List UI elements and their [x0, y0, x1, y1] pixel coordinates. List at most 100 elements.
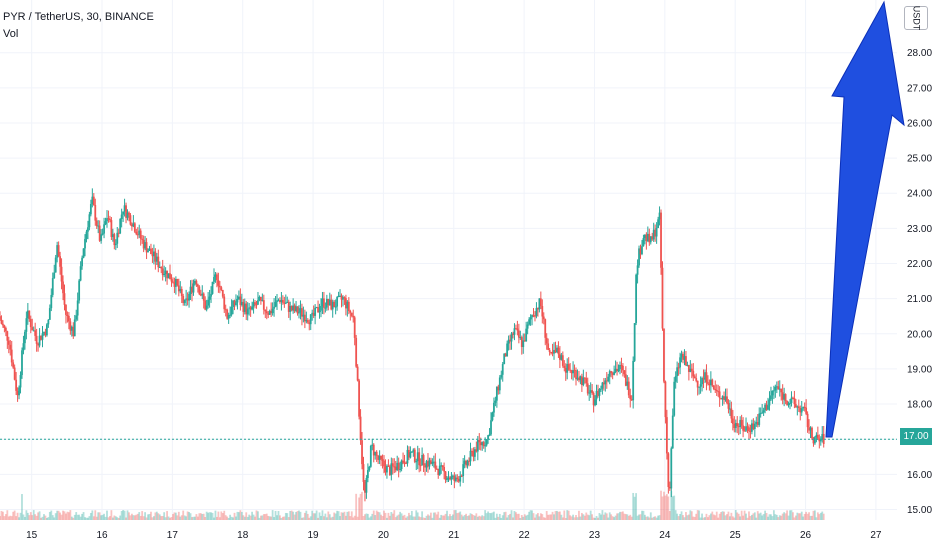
candle-body — [611, 373, 614, 375]
candle-body — [522, 340, 525, 348]
volume-bar — [201, 513, 204, 520]
candle-body — [595, 390, 598, 400]
volume-bar — [223, 510, 226, 520]
candle-body — [235, 302, 237, 306]
candle-body — [98, 225, 101, 241]
candle-body — [424, 465, 426, 468]
volume-bar — [526, 514, 529, 520]
volume-bar — [95, 516, 98, 520]
candle-body — [789, 403, 791, 405]
candle-body — [456, 477, 459, 480]
candle-body — [78, 280, 81, 301]
candle-body — [413, 449, 416, 462]
candle-body — [558, 354, 561, 360]
candle-body — [748, 427, 750, 431]
candle-body — [729, 408, 731, 410]
candle-body — [762, 410, 765, 413]
volume-bar — [644, 514, 646, 520]
candle-body — [485, 439, 488, 446]
volume-bar — [806, 513, 809, 520]
volume-bar — [72, 517, 75, 520]
candle-body — [793, 398, 796, 405]
volume-bar — [44, 515, 47, 520]
time-tick-label: 15 — [26, 530, 38, 541]
candle-body — [740, 419, 743, 426]
volume-bar — [110, 510, 113, 520]
volume-bar — [605, 513, 608, 520]
volume-bar — [444, 513, 447, 520]
candle-body — [613, 371, 616, 375]
volume-bar — [340, 512, 343, 520]
candle-body — [588, 392, 591, 394]
candle-body — [705, 372, 708, 383]
candle-body — [19, 375, 22, 388]
volume-bar — [308, 517, 311, 520]
volume-bar — [177, 511, 180, 520]
volume-bar — [547, 514, 550, 520]
candle-body — [811, 427, 813, 439]
volume-bar — [333, 512, 336, 520]
candle-body — [327, 298, 330, 306]
volume-bar — [780, 515, 783, 520]
candle-body — [53, 272, 56, 279]
candle-body — [246, 308, 249, 315]
candle-body — [418, 452, 421, 466]
volume-bar — [396, 515, 399, 520]
candle-body — [537, 308, 539, 310]
volume-bar — [739, 516, 742, 520]
volume-bar — [412, 516, 415, 520]
candle-body — [365, 478, 368, 493]
volume-bar — [57, 510, 60, 520]
volume-bar — [459, 511, 462, 520]
candle-body — [473, 449, 476, 457]
volume-bar — [679, 514, 681, 520]
candle-body — [509, 339, 511, 342]
candle-body — [248, 307, 251, 309]
symbol-title[interactable]: PYR / TetherUS, 30, BINANCE — [3, 11, 154, 23]
price-axis[interactable]: 15.0016.0017.0018.0019.0020.0021.0022.00… — [907, 48, 932, 516]
candle-body — [192, 283, 195, 293]
candle-body — [314, 307, 317, 316]
candle-body — [48, 308, 51, 320]
volume-bar — [292, 511, 295, 520]
candle-body — [475, 449, 478, 452]
volume-bar — [208, 512, 211, 520]
volume-bar — [425, 515, 428, 520]
volume-bar — [698, 510, 701, 520]
volume-bar — [84, 517, 86, 520]
volume-legend: Vol — [3, 28, 19, 40]
volume-bar — [541, 514, 544, 520]
volume-bar — [249, 515, 252, 520]
volume-bar — [24, 516, 26, 520]
candle-body — [633, 323, 636, 361]
volume-bar — [261, 515, 264, 520]
candle-body — [154, 251, 157, 262]
candle-body — [81, 257, 83, 267]
candle-body — [506, 343, 509, 357]
volume-bar — [135, 514, 138, 520]
candle-body — [204, 300, 207, 310]
candle-body — [689, 368, 692, 372]
candle-body — [488, 434, 491, 436]
candle-body — [709, 379, 712, 386]
candle-body — [386, 465, 388, 473]
candle-body — [22, 343, 25, 351]
price-tick-label: 15.00 — [907, 505, 932, 516]
currency-badge[interactable]: USDT — [904, 6, 928, 30]
time-tick-label: 26 — [800, 530, 812, 541]
candle-body — [580, 376, 583, 385]
candle-body — [503, 353, 506, 365]
candle-body — [403, 462, 406, 464]
time-axis[interactable]: 15 16 17 18 19 20 21 22 23 24 25 26 27 — [26, 530, 882, 541]
candle-body — [381, 459, 384, 461]
candle-body — [525, 328, 528, 342]
candle-body — [638, 248, 640, 266]
candle-body — [498, 377, 501, 391]
candle-body — [693, 376, 696, 379]
volume-bar — [104, 516, 107, 520]
candle-body — [500, 374, 503, 378]
volume-bar — [740, 510, 743, 520]
candle-body — [431, 462, 434, 464]
volume-bar — [303, 512, 306, 520]
